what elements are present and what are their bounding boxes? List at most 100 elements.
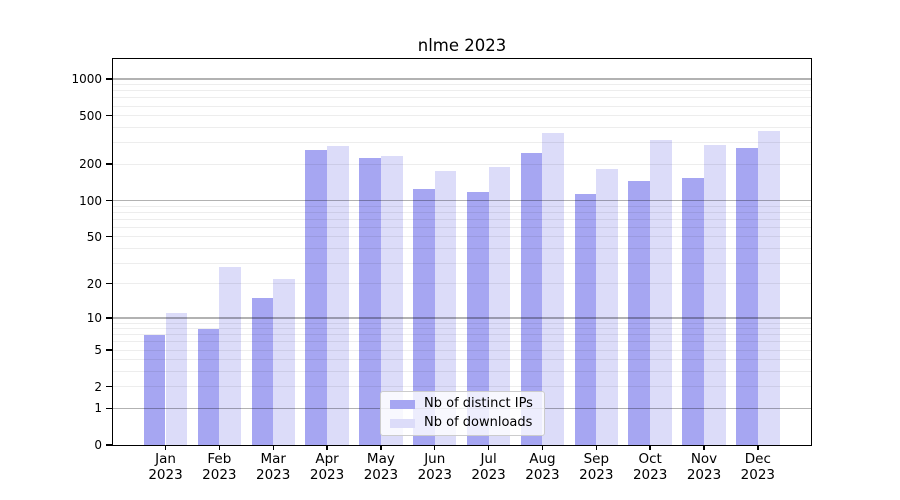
x-tick-month: May: [366, 451, 395, 467]
minor-gridline: [113, 236, 811, 238]
x-tick-label: May 2023: [349, 451, 413, 483]
bars-layer: [113, 59, 811, 445]
x-tick-month: Feb: [207, 451, 232, 467]
x-tick-month: Jan: [155, 451, 176, 467]
bar-distinct-ips: [682, 177, 704, 445]
minor-gridline: [113, 341, 811, 343]
minor-gridline: [113, 105, 811, 107]
y-tick-label: 100: [79, 193, 102, 208]
minor-gridline: [113, 322, 811, 324]
x-tick-year: 2023: [148, 466, 183, 483]
minor-gridline: [113, 334, 811, 336]
y-tick-label: 5: [94, 343, 102, 358]
bar-distinct-ips: [628, 180, 651, 445]
minor-gridline: [113, 226, 811, 228]
legend-label: Nb of downloads: [424, 415, 533, 430]
x-tick-year: 2023: [525, 466, 560, 483]
minor-gridline: [113, 90, 811, 92]
major-gridline: [113, 78, 811, 80]
bar-distinct-ips: [466, 191, 489, 445]
y-tick-label: 0: [94, 438, 102, 452]
x-tick-month: Sep: [583, 451, 610, 467]
bar-distinct-ips: [574, 194, 597, 445]
bar-downloads: [165, 313, 188, 445]
x-tick-year: 2023: [417, 466, 452, 483]
legend: Nb of distinct IPs Nb of downloads: [380, 391, 545, 436]
bar-downloads: [596, 169, 618, 445]
y-tick-label: 50: [86, 229, 102, 244]
minor-gridline: [113, 262, 811, 264]
y-tick-mark: [106, 386, 113, 388]
y-tick-label: 1: [94, 401, 102, 416]
x-tick-mark: [757, 445, 759, 450]
bar-distinct-ips: [305, 149, 328, 445]
major-gridline: [113, 199, 811, 202]
x-tick-month: Nov: [690, 451, 718, 467]
minor-gridline: [113, 218, 811, 220]
y-tick-label: 20: [86, 276, 102, 291]
bar-downloads: [488, 167, 511, 445]
legend-swatch-downloads: [390, 418, 415, 428]
x-tick-month: Oct: [638, 451, 662, 467]
x-tick-mark: [541, 445, 544, 450]
minor-gridline: [113, 84, 811, 86]
x-tick-year: 2023: [256, 466, 291, 483]
legend-row: Nb of downloads: [387, 414, 538, 433]
bar-downloads: [704, 145, 726, 445]
x-tick-mark: [649, 445, 651, 450]
x-tick-mark: [595, 445, 597, 450]
x-tick-year: 2023: [309, 466, 345, 483]
bar-distinct-ips: [520, 152, 543, 445]
y-tick-mark: [106, 114, 113, 117]
bar-downloads: [542, 133, 565, 445]
x-tick-mark: [164, 445, 167, 450]
x-tick-month: Apr: [315, 451, 339, 467]
minor-gridline: [113, 142, 811, 144]
y-tick-mark: [106, 163, 113, 165]
minor-gridline: [113, 283, 811, 285]
bar-distinct-ips: [736, 148, 758, 445]
minor-gridline: [113, 115, 811, 117]
y-tick-label: 200: [79, 157, 102, 172]
x-tick-mark: [380, 445, 382, 450]
x-tick-month: Aug: [529, 451, 556, 467]
x-tick-label: Jun 2023: [403, 451, 467, 483]
x-tick-label: Jan 2023: [134, 451, 198, 483]
bar-downloads: [219, 266, 242, 445]
bar-downloads: [650, 139, 672, 445]
bar-distinct-ips: [197, 328, 220, 445]
bar-distinct-ips: [251, 298, 274, 445]
minor-gridline: [113, 247, 811, 249]
bar-downloads: [434, 170, 457, 445]
minor-gridline: [113, 328, 811, 330]
x-tick-month: Mar: [260, 451, 286, 467]
x-tick-mark: [218, 445, 221, 450]
bar-downloads: [327, 145, 349, 445]
x-tick-year: 2023: [579, 466, 614, 483]
x-tick-mark: [272, 445, 274, 450]
bar-distinct-ips: [359, 157, 381, 445]
bar-distinct-ips: [413, 189, 435, 445]
x-tick-label: Aug 2023: [510, 451, 574, 483]
y-tick-label: 1000: [71, 72, 102, 87]
minor-gridline: [113, 97, 811, 99]
x-tick-label: Dec 2023: [726, 451, 790, 483]
grid-layer: [113, 59, 811, 445]
x-tick-month: Jun: [424, 451, 446, 467]
x-tick-label: Jul 2023: [457, 451, 521, 483]
x-tick-label: Sep 2023: [564, 451, 628, 483]
x-tick-year: 2023: [202, 466, 237, 483]
y-tick-label: 2: [94, 379, 102, 394]
plot-area: [113, 59, 811, 445]
y-tick-mark: [106, 199, 113, 202]
minor-gridline: [113, 349, 811, 351]
x-tick-label: Feb 2023: [187, 451, 251, 483]
x-tick-month: Dec: [744, 451, 771, 467]
y-tick-mark: [106, 78, 113, 80]
y-tick-mark: [106, 407, 113, 409]
x-tick-mark: [703, 445, 705, 450]
x-tick-mark: [487, 445, 490, 450]
bar-downloads: [273, 278, 295, 445]
minor-gridline: [113, 386, 811, 388]
minor-gridline: [113, 211, 811, 213]
